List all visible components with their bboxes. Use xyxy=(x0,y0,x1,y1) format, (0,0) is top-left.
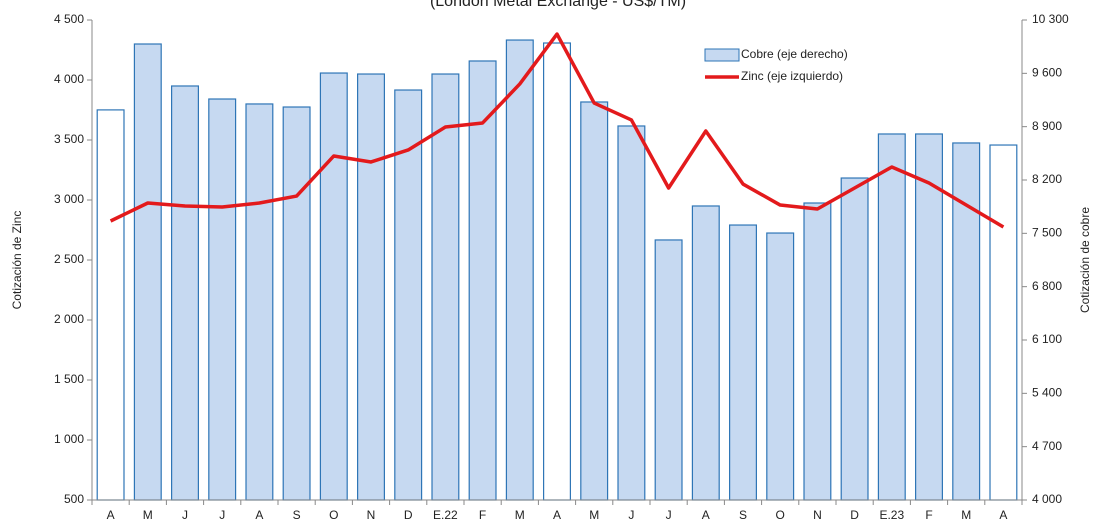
y-tick-label: 2 000 xyxy=(54,312,84,326)
bar xyxy=(543,42,571,501)
bar xyxy=(654,239,683,501)
x-tick-label: O xyxy=(329,508,338,522)
bar xyxy=(989,144,1018,501)
x-tick-label: A xyxy=(255,508,263,522)
x-tick-label: M xyxy=(143,508,153,522)
bar xyxy=(915,133,943,501)
y-tick-label: 3 500 xyxy=(54,132,84,146)
x-tick-label: S xyxy=(293,508,301,522)
y-tick-label: 1 000 xyxy=(54,432,84,446)
y-axis-label: Cotización de Zinc xyxy=(10,211,24,310)
bar xyxy=(766,232,795,501)
x-tick-label: D xyxy=(404,508,413,522)
legend-label: Zinc (eje izquierdo) xyxy=(741,69,843,83)
x-tick-label: O xyxy=(776,508,785,522)
legend-label: Cobre (eje derecho) xyxy=(741,47,848,61)
bar xyxy=(840,177,869,501)
bar xyxy=(729,224,757,501)
x-tick-label: J xyxy=(182,508,188,522)
chart-title: (London Metal Exchange - US$/TM) xyxy=(430,0,686,10)
x-tick-label: J xyxy=(666,508,672,522)
bar xyxy=(505,39,534,501)
bar xyxy=(357,73,385,501)
legend-swatch xyxy=(704,48,740,62)
bar xyxy=(208,98,237,501)
x-tick-label: E.22 xyxy=(433,508,458,522)
y2-tick-label: 8 200 xyxy=(1032,172,1062,186)
x-tick-label: N xyxy=(813,508,822,522)
bar xyxy=(282,106,311,501)
y-tick-label: 1 500 xyxy=(54,372,84,386)
y2-tick-label: 6 100 xyxy=(1032,332,1062,346)
y-tick-label: 4 500 xyxy=(54,12,84,26)
x-tick-label: M xyxy=(961,508,971,522)
x-tick-label: F xyxy=(479,508,486,522)
y2-tick-label: 4 700 xyxy=(1032,439,1062,453)
x-tick-label: E.23 xyxy=(879,508,904,522)
bar xyxy=(877,133,906,501)
y2-axis-label: Cotización de cobre xyxy=(1078,207,1092,313)
x-tick-label: M xyxy=(515,508,525,522)
x-tick-label: A xyxy=(702,508,710,522)
y-tick-label: 2 500 xyxy=(54,252,84,266)
y2-tick-label: 6 800 xyxy=(1032,279,1062,293)
y2-tick-label: 9 600 xyxy=(1032,66,1062,80)
x-tick-label: N xyxy=(367,508,376,522)
y2-tick-label: 5 400 xyxy=(1032,386,1062,400)
y2-tick-label: 8 900 xyxy=(1032,119,1062,133)
y-tick-label: 4 000 xyxy=(54,72,84,86)
x-tick-label: A xyxy=(553,508,561,522)
y-tick-label: 3 000 xyxy=(54,192,84,206)
bar xyxy=(245,103,274,501)
bar xyxy=(96,109,125,501)
line xyxy=(109,32,1005,229)
x-tick-label: A xyxy=(107,508,115,522)
x-tick-label: M xyxy=(589,508,599,522)
bar xyxy=(468,60,497,501)
bar xyxy=(952,142,981,501)
bar xyxy=(580,101,609,501)
x-tick-label: F xyxy=(925,508,932,522)
bar xyxy=(171,85,199,501)
x-tick-label: J xyxy=(219,508,225,522)
bar xyxy=(617,125,646,501)
x-tick-label: D xyxy=(850,508,859,522)
bar xyxy=(691,205,720,501)
bar xyxy=(431,73,460,501)
x-tick-label: S xyxy=(739,508,747,522)
bar xyxy=(319,72,348,501)
y2-tick-label: 10 300 xyxy=(1032,12,1069,26)
y-tick-label: 500 xyxy=(64,492,84,506)
y2-tick-label: 7 500 xyxy=(1032,226,1062,240)
x-tick-label: J xyxy=(628,508,634,522)
bar xyxy=(133,43,162,501)
x-tick-label: A xyxy=(999,508,1007,522)
y2-tick-label: 4 000 xyxy=(1032,492,1062,506)
bar xyxy=(803,202,832,501)
